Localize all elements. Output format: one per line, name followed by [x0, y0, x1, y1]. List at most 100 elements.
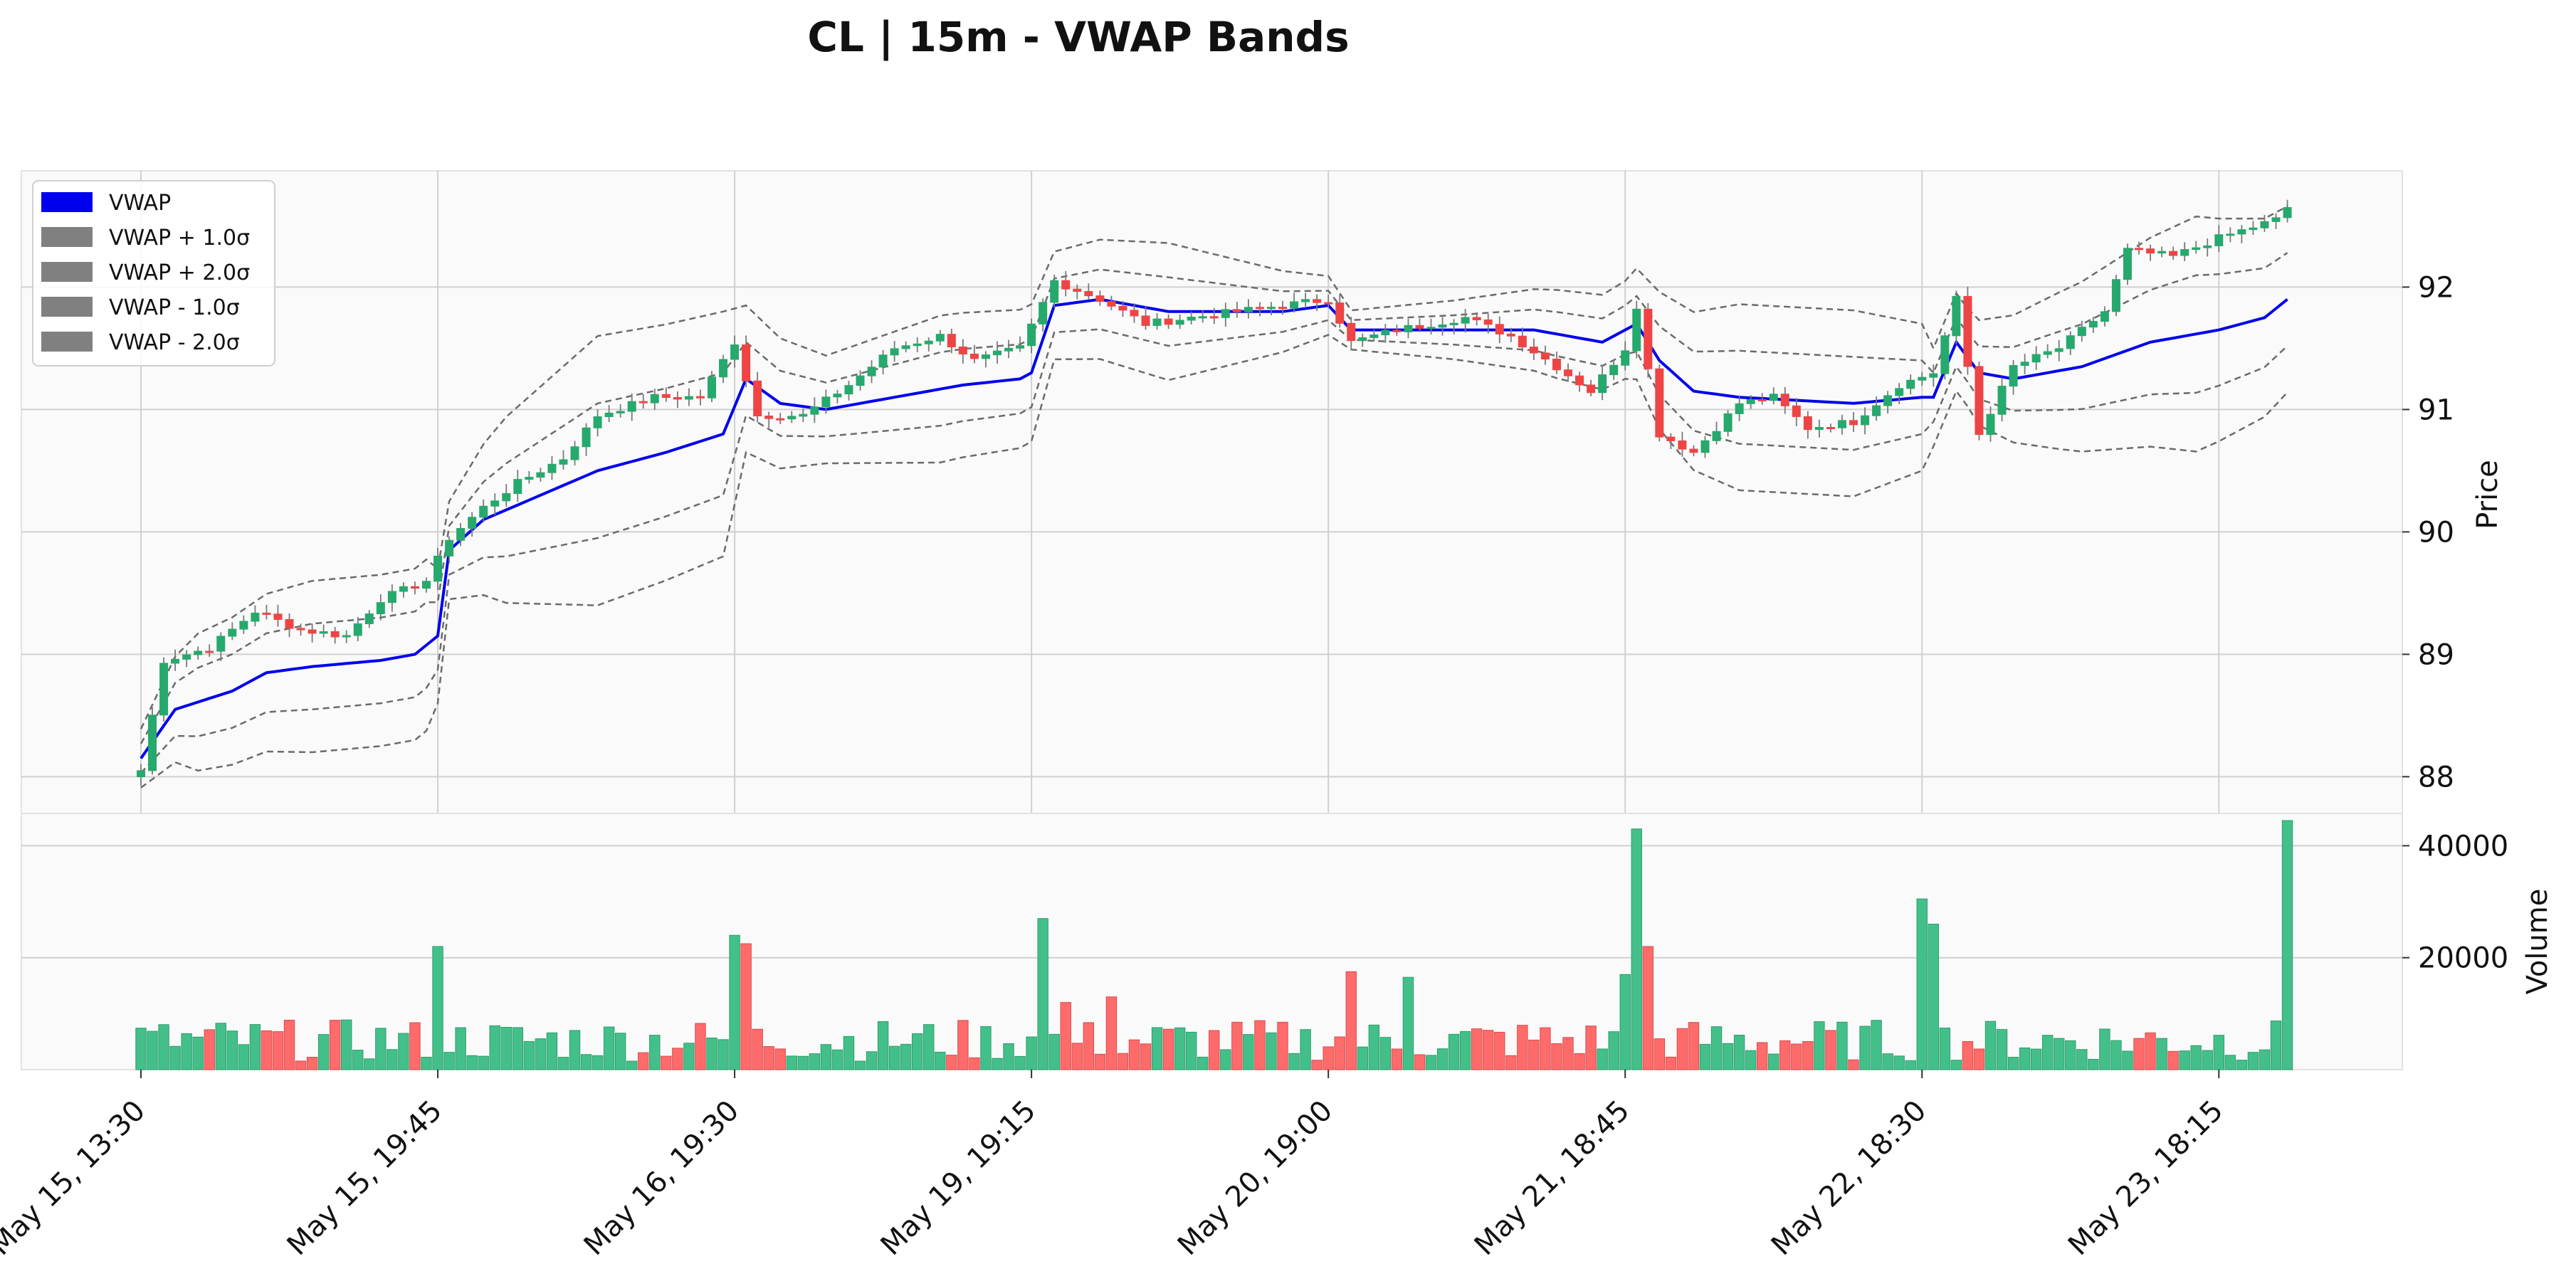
candle: [1221, 302, 1230, 327]
volume-grid: [21, 845, 2402, 959]
volume-bar: [432, 946, 443, 1070]
legend-label-lower-1: VWAP - 1.0σ: [109, 295, 240, 320]
candle-body: [935, 334, 945, 342]
candle-body: [1370, 334, 1379, 338]
volume-bar: [695, 1023, 706, 1070]
candle: [422, 577, 431, 593]
candle: [502, 484, 511, 507]
candle: [1187, 311, 1196, 325]
candle: [1426, 318, 1436, 335]
candle-body: [764, 416, 774, 419]
candle: [468, 512, 477, 537]
volume-bar: [1699, 1043, 1711, 1070]
legend: VWAP VWAP + 1.0σ VWAP + 2.0σ VWAP - 1.0σ…: [32, 180, 275, 367]
volume-bar: [2259, 1049, 2271, 1070]
candle-body: [1712, 431, 1721, 441]
candle: [2123, 243, 2132, 285]
candle: [1461, 308, 1470, 333]
candle: [251, 605, 260, 627]
candle: [901, 341, 910, 353]
candle: [1940, 332, 1950, 379]
volume-bar: [2099, 1028, 2110, 1070]
candle: [2180, 242, 2189, 261]
volume-bar: [364, 1058, 375, 1070]
candle-body: [2066, 335, 2075, 349]
volume-bar: [1037, 918, 1048, 1070]
candle: [1929, 364, 1938, 387]
candle-body: [1152, 318, 1162, 326]
candle-body: [1598, 374, 1607, 394]
volume-bar: [1665, 1056, 1677, 1070]
volume-bar: [1425, 1055, 1437, 1070]
candle-body: [1929, 373, 1938, 378]
legend-label-vwap: VWAP: [109, 191, 171, 216]
candle-body: [364, 613, 374, 625]
volume-bar: [1083, 1022, 1095, 1070]
volume-bar: [1231, 1021, 1243, 1070]
candle-body: [1769, 394, 1778, 401]
volume-bar: [283, 1019, 295, 1070]
volume-bar: [638, 1052, 649, 1070]
volume-bar: [877, 1021, 889, 1070]
volume-bar: [455, 1027, 466, 1070]
candle-body: [319, 631, 328, 634]
volume-bar: [1642, 946, 1654, 1070]
candle-body: [456, 528, 466, 541]
candle-body: [490, 500, 500, 507]
volume-bar: [923, 1024, 935, 1070]
candle: [182, 650, 191, 668]
candle: [661, 387, 671, 402]
candle-body: [171, 658, 180, 664]
candle: [1861, 407, 1870, 435]
volume-bar: [135, 1028, 147, 1070]
volume-bar: [1174, 1027, 1186, 1070]
candle-body: [228, 628, 237, 637]
candle-body: [422, 581, 431, 589]
price-tick-label: 88: [2418, 761, 2454, 794]
volume-bar: [2145, 1032, 2156, 1070]
candle-body: [1392, 330, 1402, 332]
candle: [1735, 396, 1744, 421]
candle: [1803, 411, 1812, 439]
candle: [148, 707, 157, 775]
candle-body: [559, 459, 568, 465]
volume-bar: [204, 1029, 215, 1070]
candle-body: [1529, 347, 1538, 354]
candle-body: [2020, 362, 2029, 367]
candle: [684, 388, 693, 406]
candle-body: [638, 401, 648, 404]
volume-bar: [261, 1030, 273, 1070]
volume-bar: [1345, 971, 1357, 1070]
candle: [353, 616, 362, 641]
volume-bar: [614, 1033, 626, 1070]
volume-bar: [2270, 1021, 2282, 1070]
volume-bar: [1334, 1036, 1345, 1070]
candle-body: [1130, 310, 1139, 317]
volume-bar: [1654, 1038, 1666, 1070]
candle: [1723, 409, 1733, 437]
candle-body: [730, 344, 740, 360]
volume-bar: [2281, 820, 2293, 1070]
candle: [445, 536, 454, 564]
candle: [1529, 338, 1538, 361]
candle-body: [1644, 308, 1653, 369]
candle-body: [913, 343, 922, 347]
volume-bar: [1505, 1055, 1517, 1070]
volume-bar: [946, 1055, 957, 1070]
candle-body: [1381, 330, 1390, 336]
candle: [1587, 379, 1596, 396]
volume-axis-ticks: 20000 40000: [2402, 830, 2508, 975]
candle-body: [1255, 307, 1264, 310]
candle: [695, 389, 705, 406]
price-axis-label: Price: [2471, 460, 2504, 529]
candle-body: [616, 411, 625, 413]
volume-bar: [2122, 1050, 2133, 1070]
volume-bar: [1745, 1050, 1757, 1070]
candle-body: [285, 618, 294, 629]
volume-bar: [1551, 1043, 1562, 1070]
volume-bar: [2030, 1048, 2042, 1070]
volume-bar: [1128, 1039, 1140, 1070]
candle-body: [137, 770, 145, 777]
candle-body: [1198, 316, 1207, 319]
